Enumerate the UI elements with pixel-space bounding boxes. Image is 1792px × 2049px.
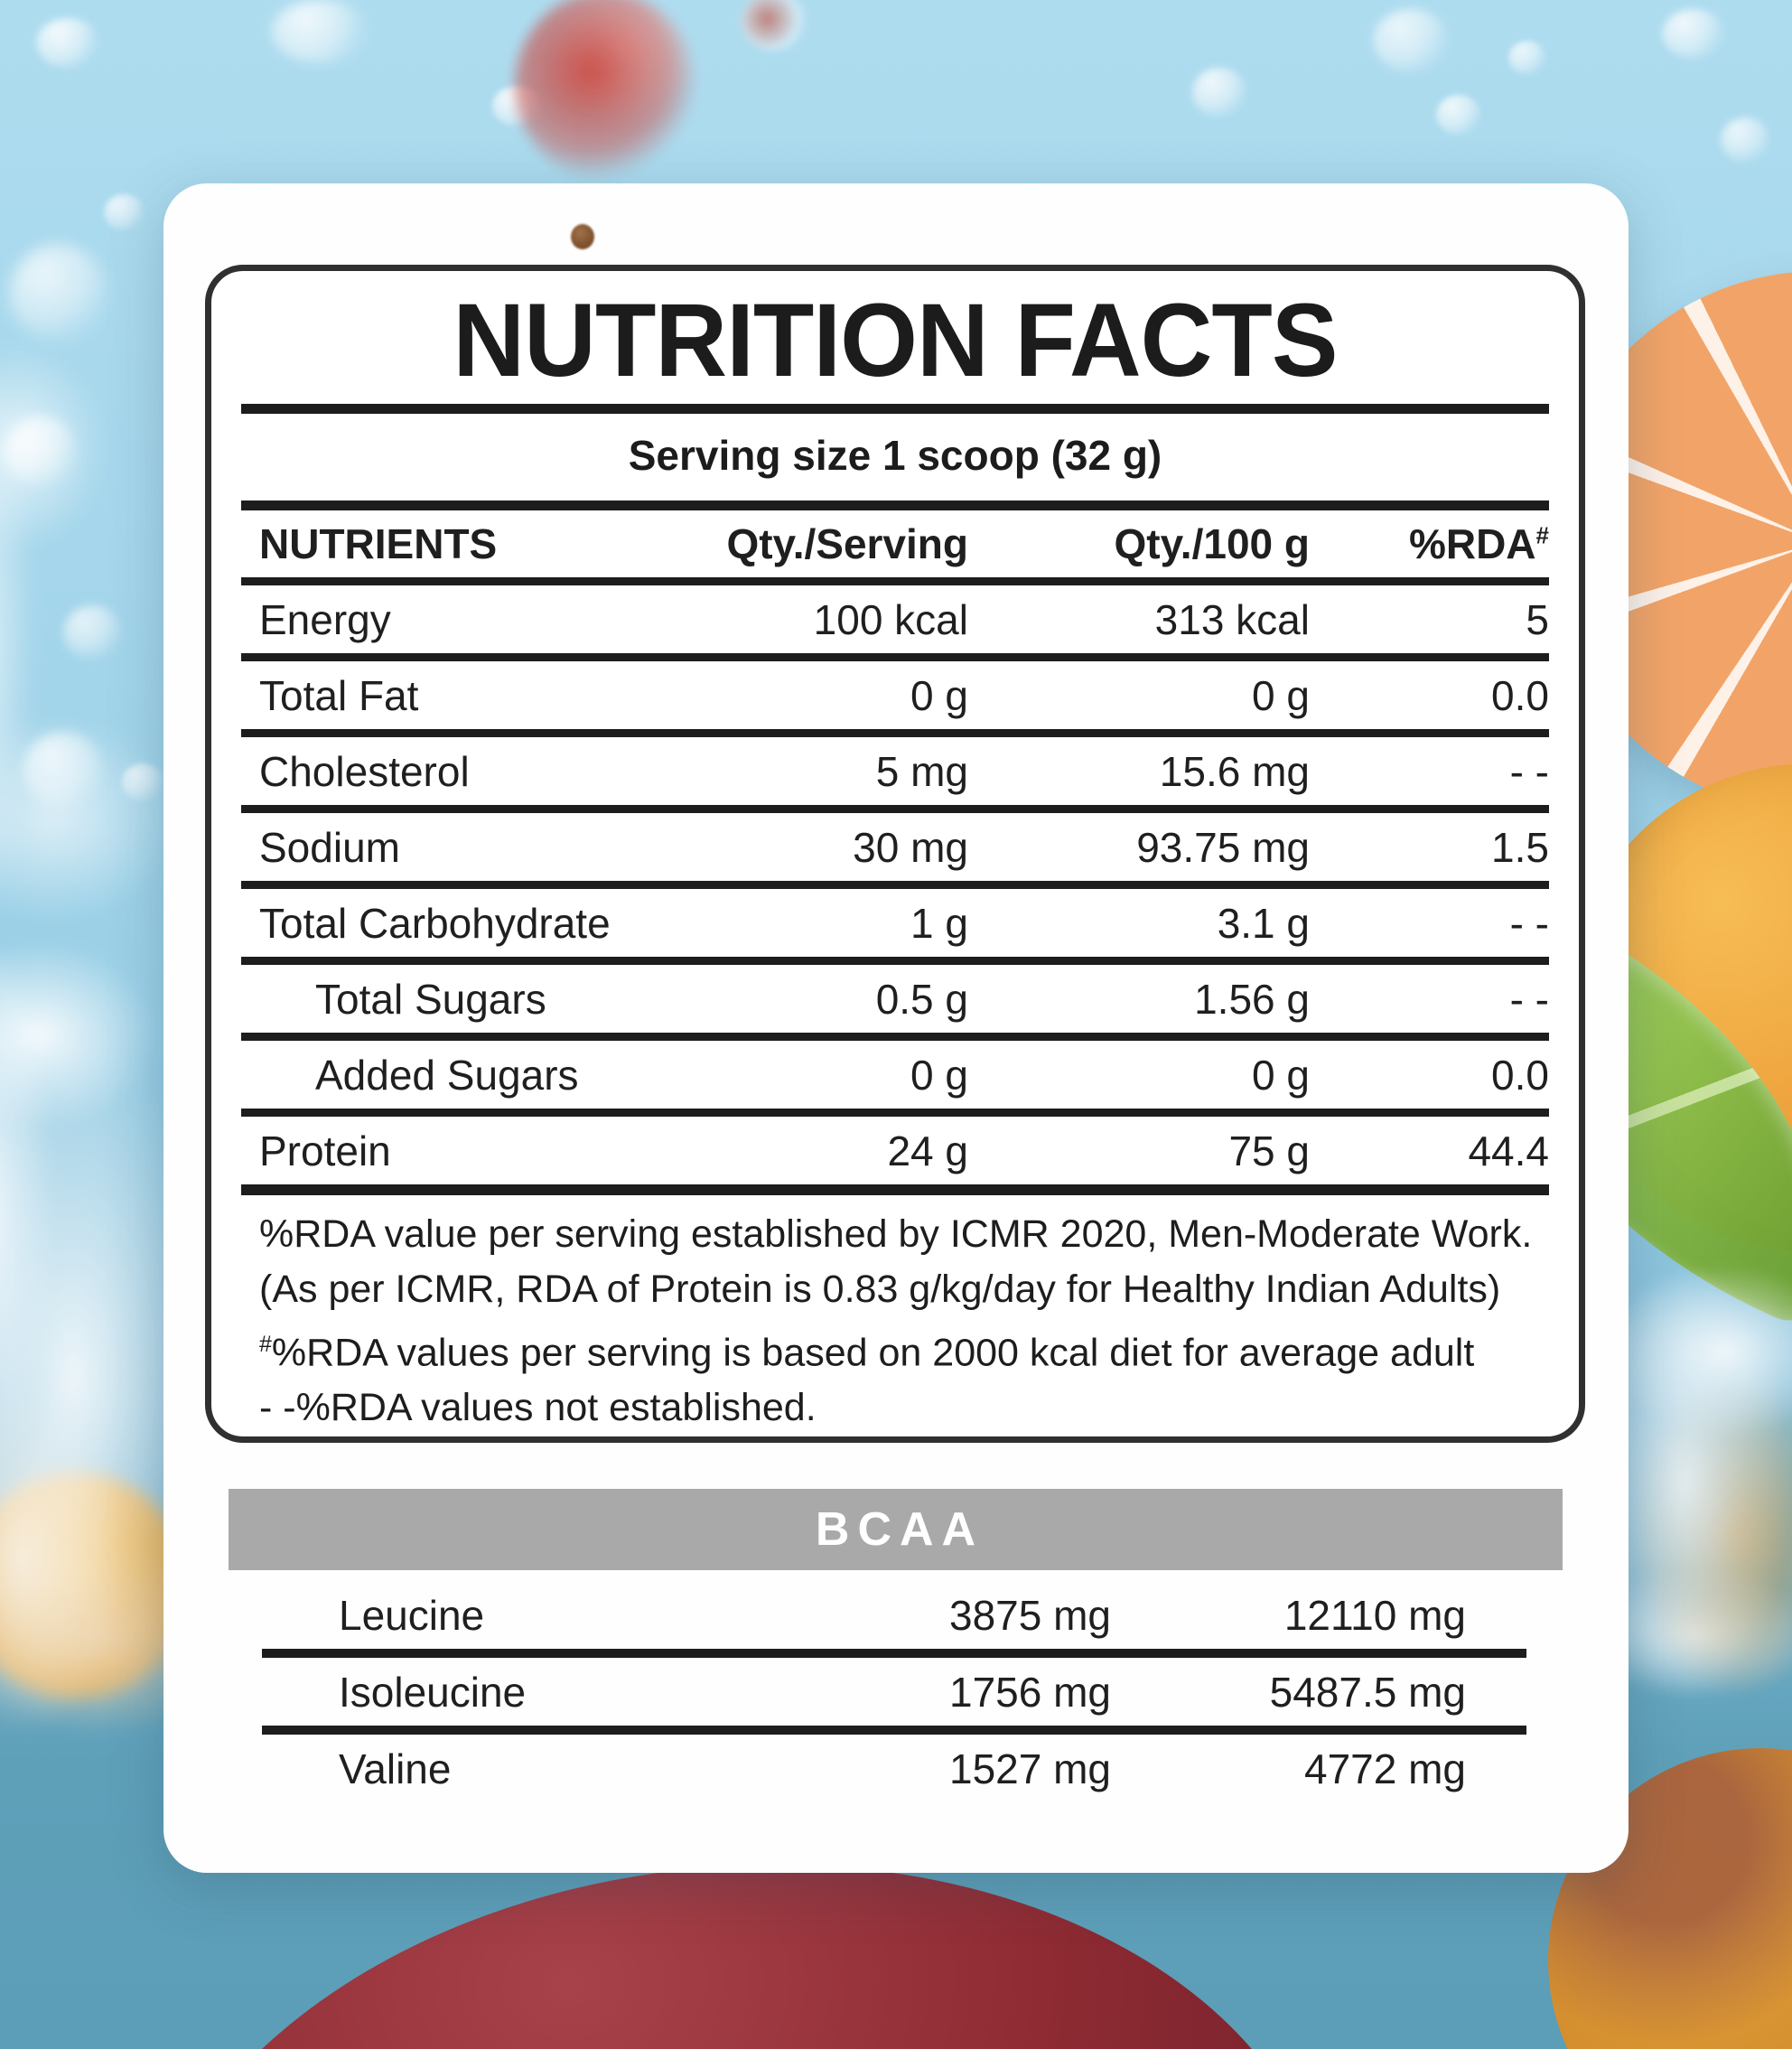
table-row: Energy 100 kcal 313 kcal 5 (241, 585, 1549, 653)
divider (241, 501, 1549, 510)
divider (241, 957, 1549, 965)
nutrient-label: Total Fat (259, 671, 419, 719)
nutrient-qty-serving: 0.5 g (875, 975, 968, 1023)
nutrient-label: Added Sugars (315, 1051, 579, 1099)
water-bubble-icon (1662, 9, 1725, 59)
footnotes-block: %RDA value per serving established by IC… (241, 1195, 1549, 1436)
column-header-rda: %RDA# (1408, 520, 1549, 567)
table-header-row: NUTRIENTS Qty./Serving Qty./100 g %RDA# (241, 510, 1549, 577)
bcaa-per-serving: 1527 mg (948, 1745, 1111, 1792)
nutrient-qty-serving: 1 g (910, 899, 968, 947)
seed-speck (571, 224, 594, 249)
nutrient-rda: 44.4 (1468, 1127, 1549, 1174)
water-bubble-icon (1721, 117, 1770, 163)
table-row: Added Sugars 0 g 0 g 0.0 (241, 1041, 1549, 1109)
nutrient-label: Cholesterol (259, 747, 470, 795)
nutrient-qty-serving: 100 kcal (813, 595, 968, 643)
water-bubble-icon (1373, 9, 1450, 72)
nutrient-rda: 0.0 (1491, 671, 1549, 719)
water-bubble-icon (1436, 95, 1481, 136)
water-bubble-icon (1508, 41, 1546, 75)
divider (241, 805, 1549, 813)
divider (241, 577, 1549, 585)
table-row: Valine 1527 mg 4772 mg (262, 1735, 1526, 1802)
table-row: Total Fat 0 g 0 g 0.0 (241, 661, 1549, 729)
table-row: Isoleucine 1756 mg 5487.5 mg (262, 1658, 1526, 1726)
page-title: NUTRITION FACTS (453, 283, 1338, 398)
table-row: Leucine 3875 mg 12110 mg (262, 1581, 1526, 1649)
nutrient-qty-serving: 24 g (887, 1127, 968, 1174)
column-header-qty-100g: Qty./100 g (1114, 520, 1310, 567)
divider (241, 653, 1549, 661)
divider (241, 881, 1549, 889)
nutrition-facts-panel: NUTRITION FACTS Serving size 1 scoop (32… (205, 265, 1585, 1443)
divider (241, 1033, 1549, 1041)
nutrient-qty-100g: 313 kcal (1154, 595, 1310, 643)
nutrient-label: Total Carbohydrate (259, 899, 611, 947)
bcaa-label: Isoleucine (339, 1668, 527, 1716)
nutrient-qty-100g: 1.56 g (1194, 975, 1310, 1023)
bcaa-per-100g: 12110 mg (1283, 1591, 1466, 1639)
nutrient-rda: 1.5 (1491, 823, 1549, 871)
divider (262, 1726, 1526, 1735)
bcaa-label: Valine (339, 1745, 452, 1792)
bcaa-section-header: BCAA (229, 1489, 1563, 1570)
water-bubble-icon (36, 18, 99, 68)
column-header-nutrients: NUTRIENTS (259, 520, 498, 567)
nutrient-rda: - - (1509, 899, 1549, 947)
nutrient-rda: - - (1509, 747, 1549, 795)
nutrient-label: Energy (259, 595, 391, 643)
label-card: NUTRITION FACTS Serving size 1 scoop (32… (163, 183, 1629, 1873)
nutrient-qty-100g: 75 g (1228, 1127, 1310, 1174)
water-bubble-icon (9, 244, 108, 343)
nutrient-label: Protein (259, 1127, 391, 1174)
divider (241, 404, 1549, 414)
nutrient-qty-serving: 30 mg (853, 823, 968, 871)
nutrient-rda: 5 (1526, 595, 1549, 643)
nutrient-rda: - - (1509, 975, 1549, 1023)
nutrient-qty-100g: 3.1 g (1217, 899, 1310, 947)
nutrient-qty-serving: 0 g (910, 1051, 968, 1099)
table-row: Sodium 30 mg 93.75 mg 1.5 (241, 813, 1549, 881)
footnote-line: %RDA value per serving established by IC… (259, 1212, 1533, 1256)
footnote-line: (As per ICMR, RDA of Protein is 0.83 g/k… (259, 1268, 1501, 1311)
blurred-droplet (741, 0, 807, 51)
rda-footnote-marker: # (1535, 521, 1549, 549)
bcaa-label: Leucine (339, 1591, 485, 1639)
table-row: Total Sugars 0.5 g 1.56 g - - (241, 965, 1549, 1033)
bcaa-per-100g: 4772 mg (1303, 1745, 1466, 1792)
nutrient-rda: 0.0 (1491, 1051, 1549, 1099)
nutrient-label: Total Sugars (315, 975, 546, 1023)
bcaa-per-serving: 3875 mg (948, 1591, 1111, 1639)
column-header-qty-serving: Qty./Serving (726, 520, 968, 567)
nutrient-qty-100g: 15.6 mg (1159, 747, 1310, 795)
nutrient-qty-serving: 0 g (910, 671, 968, 719)
footnote-marker: # (259, 1332, 272, 1357)
water-bubble-icon (104, 194, 145, 230)
footnote-line: - -%RDA values not established. (259, 1386, 817, 1430)
nutrient-qty-100g: 0 g (1252, 671, 1310, 719)
bcaa-per-serving: 1756 mg (948, 1668, 1111, 1716)
bcaa-per-100g: 5487.5 mg (1269, 1668, 1466, 1716)
serving-size-line: Serving size 1 scoop (32 g) (628, 432, 1162, 479)
divider (241, 1109, 1549, 1117)
nutrient-label: Sodium (259, 823, 400, 871)
nutrient-qty-serving: 5 mg (875, 747, 968, 795)
water-bubble-icon (1192, 68, 1246, 117)
divider (241, 1184, 1549, 1195)
table-row: Total Carbohydrate 1 g 3.1 g - - (241, 889, 1549, 957)
bcaa-table: Leucine 3875 mg 12110 mg Isoleucine 1756… (262, 1581, 1526, 1802)
blurred-berry-splash (515, 0, 695, 181)
divider (262, 1649, 1526, 1658)
water-bubble-icon (271, 0, 370, 63)
divider (241, 729, 1549, 737)
nutrient-qty-100g: 0 g (1252, 1051, 1310, 1099)
nutrient-qty-100g: 93.75 mg (1136, 823, 1310, 871)
table-row: Cholesterol 5 mg 15.6 mg - - (241, 737, 1549, 805)
footnote-line: #%RDA values per serving is based on 200… (259, 1331, 1475, 1375)
table-row: Protein 24 g 75 g 44.4 (241, 1117, 1549, 1184)
